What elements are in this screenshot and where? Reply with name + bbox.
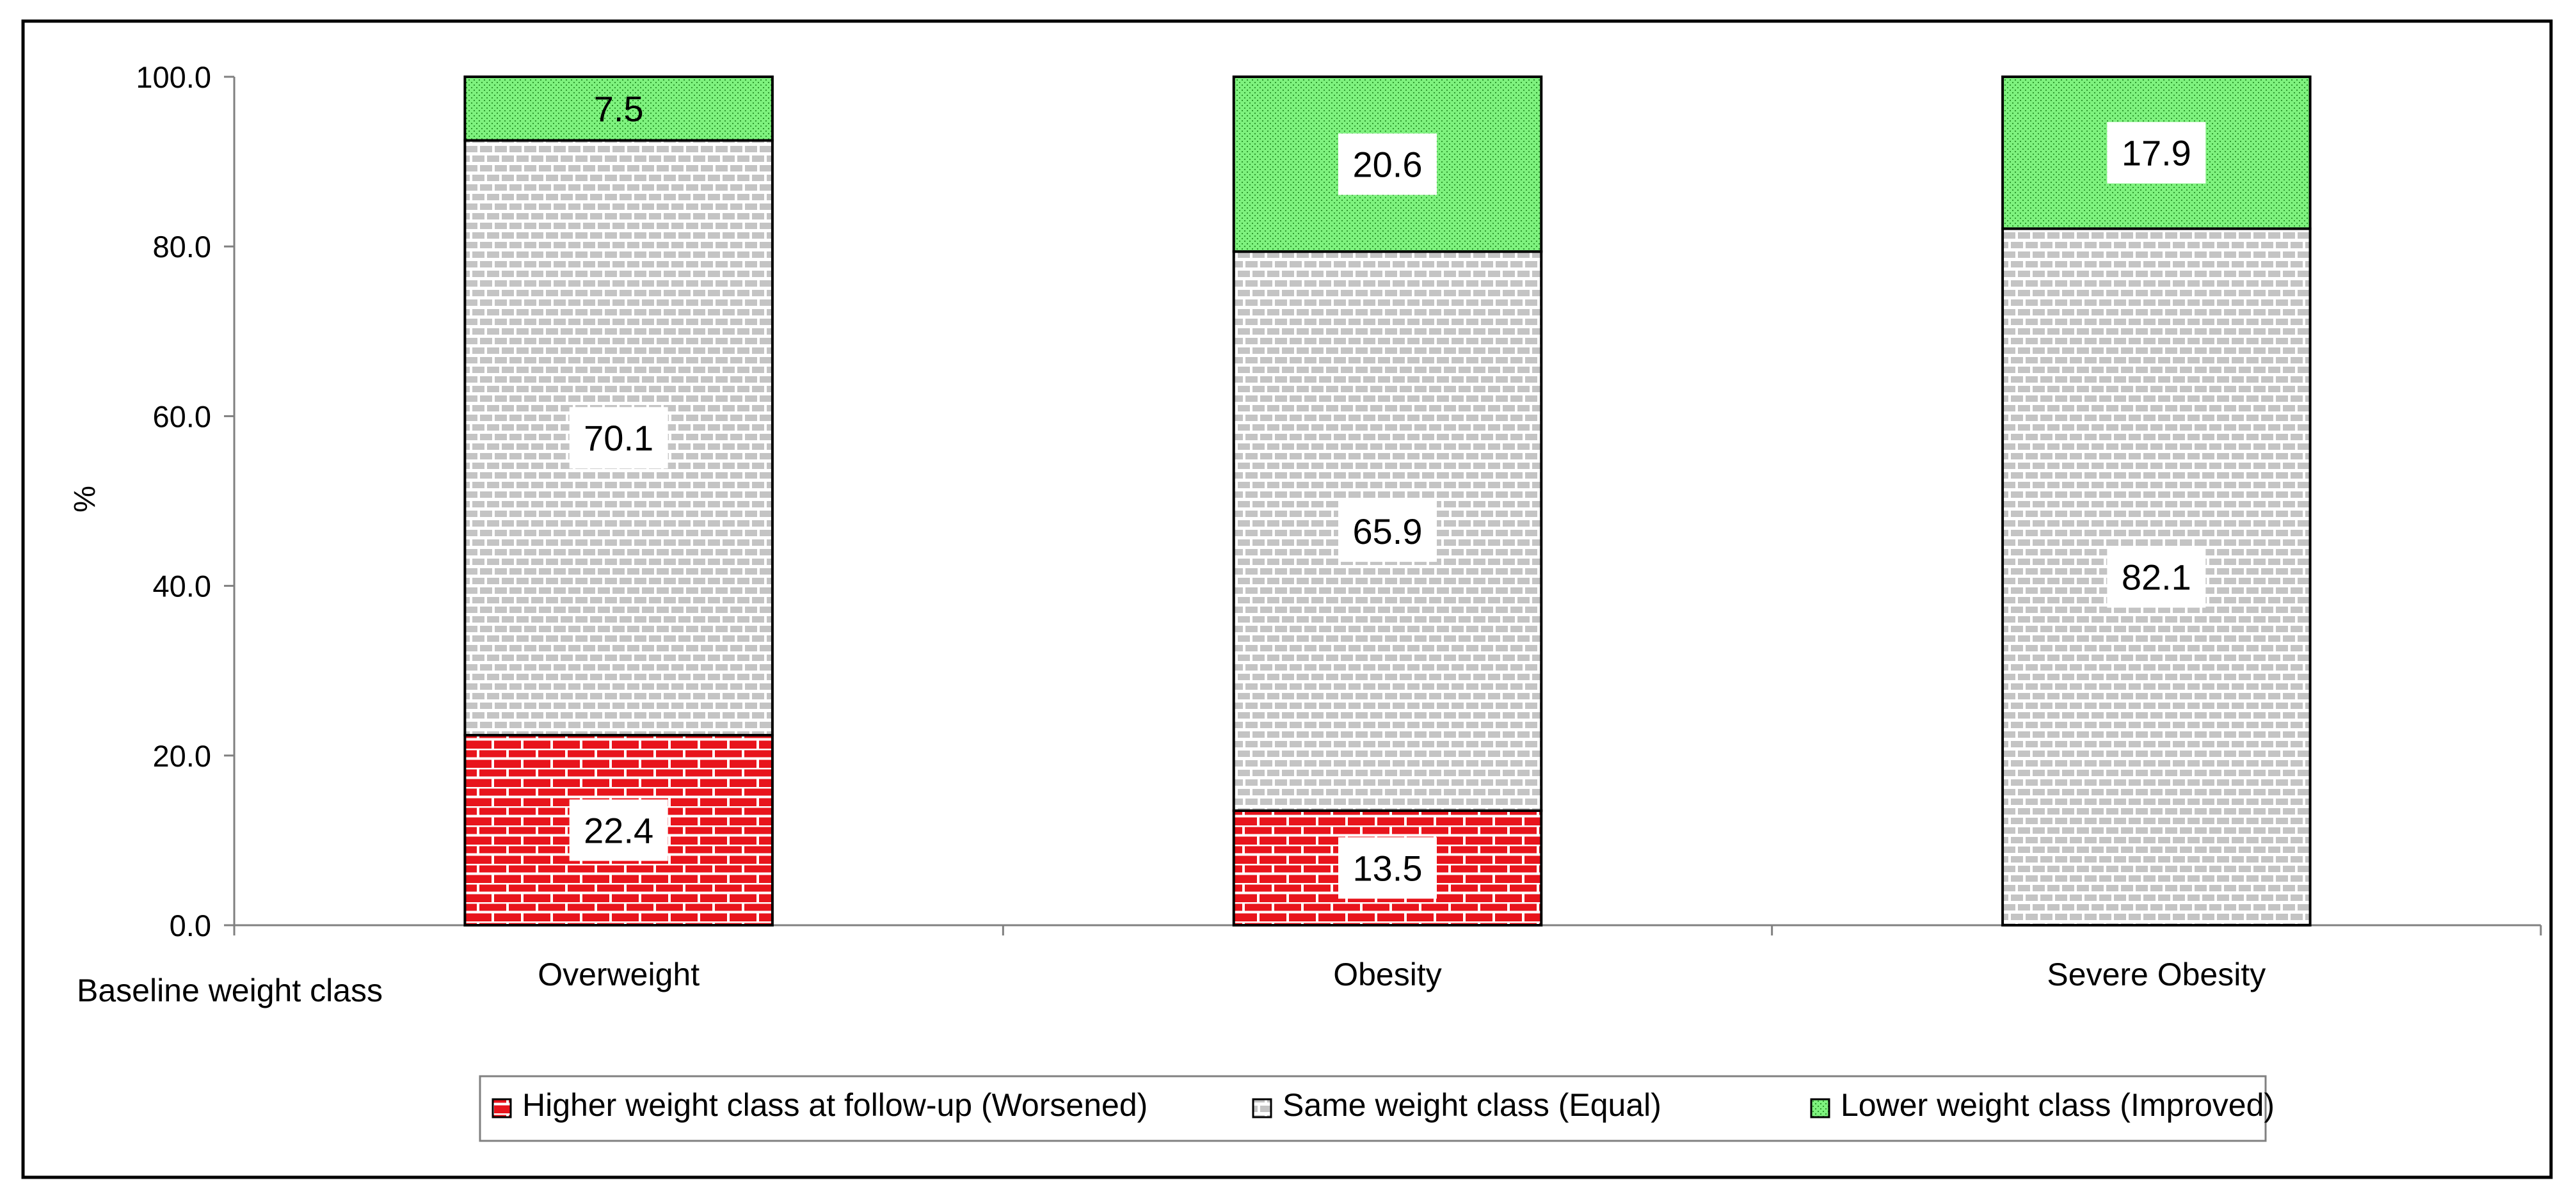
data-label: 22.4 <box>584 810 653 850</box>
legend-items: Higher weight class at follow-up (Worsen… <box>492 1087 2275 1123</box>
data-label-background <box>1338 837 1437 899</box>
legend-swatch-lower-weight-class-improved <box>1810 1098 1830 1118</box>
data-label: 17.9 <box>2122 133 2191 173</box>
data-label-background <box>1338 133 1437 195</box>
y-tick-label: 20.0 <box>153 739 211 773</box>
y-axis-ticks: 0.0 20.0 40.0 60.0 80.0 100.0 <box>136 60 234 943</box>
category-label-obesity: Obesity <box>1333 957 1442 992</box>
data-label-background <box>1338 500 1437 562</box>
legend-swatch-higher-weight-class-at-follow-up-worsened <box>492 1098 512 1118</box>
legend-label-lower-weight-class-improved: Lower weight class (Improved) <box>1841 1087 2275 1123</box>
data-label: 7.5 <box>594 89 644 129</box>
data-label-background <box>2107 546 2206 608</box>
data-label: 65.9 <box>1353 511 1423 552</box>
category-labels: Overweight Obesity Severe Obesity <box>538 957 2266 992</box>
legend-box <box>479 1075 2267 1142</box>
category-label-severe-obesity: Severe Obesity <box>2047 957 2266 992</box>
y-tick-label: 0.0 <box>170 909 211 943</box>
y-tick-label: 40.0 <box>153 569 211 603</box>
legend-label-same-weight-class-equal: Same weight class (Equal) <box>1283 1087 1661 1123</box>
bar-segment-overweight-lower-weight-class-improved <box>463 76 774 142</box>
legend-label-higher-weight-class-at-follow-up-worsened: Higher weight class at follow-up (Worsen… <box>522 1087 1148 1123</box>
data-label: 82.1 <box>2122 557 2191 598</box>
legend-swatch-same-weight-class-equal <box>1252 1098 1272 1118</box>
data-label-background <box>569 407 668 469</box>
y-tick-label: 80.0 <box>153 230 211 264</box>
data-label-background <box>2107 122 2206 184</box>
legend: Higher weight class at follow-up (Worsen… <box>479 1075 2275 1142</box>
data-label: 70.1 <box>584 418 653 458</box>
data-label: 20.6 <box>1353 145 1423 185</box>
data-labels: 22.4 70.1 7.5 13.5 65.9 20.6 82.1 17.9 <box>569 89 2206 899</box>
data-label-background <box>569 799 668 861</box>
y-tick-label: 100.0 <box>136 60 211 94</box>
bar-segment-obesity-higher-weight-class-at-follow-up-worsened <box>1232 809 1543 927</box>
y-tick-label: 60.0 <box>153 399 211 433</box>
data-label: 13.5 <box>1353 848 1423 888</box>
category-label-overweight: Overweight <box>538 957 700 992</box>
x-axis-label: Baseline weight class <box>77 973 383 1008</box>
x-axis-category-ticks <box>233 925 2542 935</box>
y-axis-label: % <box>67 486 101 513</box>
